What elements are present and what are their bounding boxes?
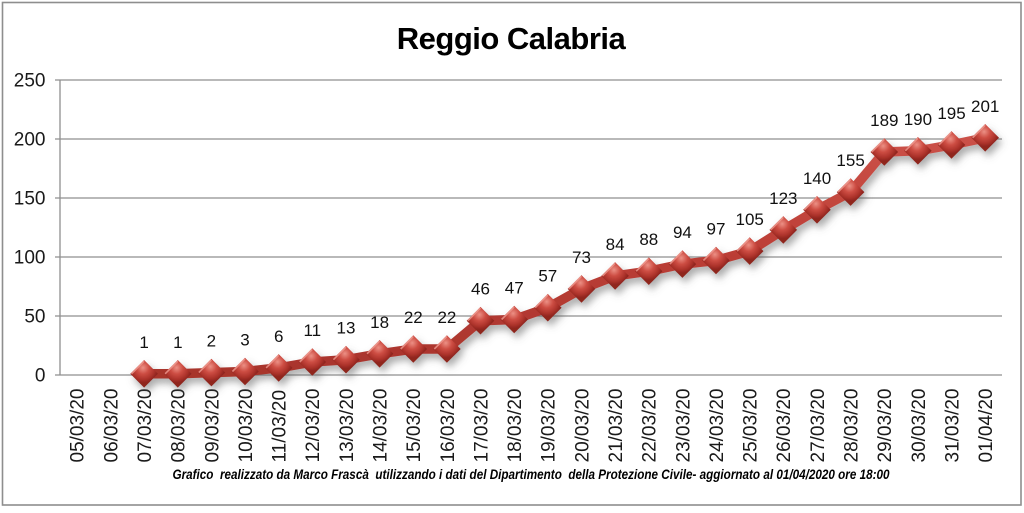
svg-text:97: 97 bbox=[707, 220, 726, 239]
svg-text:73: 73 bbox=[572, 248, 591, 267]
svg-text:16/03/20: 16/03/20 bbox=[438, 389, 459, 463]
svg-text:88: 88 bbox=[639, 230, 658, 249]
svg-text:27/03/20: 27/03/20 bbox=[808, 389, 829, 463]
svg-text:17/03/20: 17/03/20 bbox=[471, 389, 492, 463]
svg-text:1: 1 bbox=[173, 333, 182, 352]
svg-text:3: 3 bbox=[240, 331, 249, 350]
svg-text:100: 100 bbox=[14, 248, 46, 269]
svg-text:0: 0 bbox=[35, 366, 46, 387]
svg-text:13/03/20: 13/03/20 bbox=[337, 389, 358, 463]
svg-text:250: 250 bbox=[14, 71, 46, 92]
svg-text:28/03/20: 28/03/20 bbox=[842, 389, 863, 463]
svg-text:22: 22 bbox=[437, 308, 456, 327]
svg-text:09/03/20: 09/03/20 bbox=[202, 389, 223, 463]
svg-text:47: 47 bbox=[505, 279, 524, 298]
svg-text:18/03/20: 18/03/20 bbox=[505, 389, 526, 463]
svg-text:12/03/20: 12/03/20 bbox=[303, 389, 324, 463]
svg-text:11: 11 bbox=[303, 321, 321, 340]
svg-text:05/03/20: 05/03/20 bbox=[68, 389, 89, 463]
svg-text:15/03/20: 15/03/20 bbox=[404, 389, 425, 463]
svg-text:13: 13 bbox=[337, 319, 356, 338]
svg-text:140: 140 bbox=[803, 169, 831, 188]
svg-text:11/03/20: 11/03/20 bbox=[270, 390, 291, 463]
svg-text:201: 201 bbox=[971, 97, 999, 116]
svg-text:57: 57 bbox=[538, 267, 557, 286]
svg-text:94: 94 bbox=[673, 223, 692, 242]
svg-text:31/03/20: 31/03/20 bbox=[942, 389, 963, 463]
svg-text:189: 189 bbox=[870, 111, 898, 130]
svg-text:21/03/20: 21/03/20 bbox=[606, 389, 627, 463]
svg-text:195: 195 bbox=[937, 104, 965, 123]
svg-text:01/04/20: 01/04/20 bbox=[976, 389, 997, 463]
svg-text:105: 105 bbox=[736, 210, 764, 229]
svg-text:23/03/20: 23/03/20 bbox=[673, 389, 694, 463]
svg-text:22: 22 bbox=[404, 308, 423, 327]
svg-text:84: 84 bbox=[606, 235, 625, 254]
svg-text:26/03/20: 26/03/20 bbox=[774, 389, 795, 463]
svg-text:155: 155 bbox=[836, 151, 864, 170]
svg-text:2: 2 bbox=[207, 332, 216, 351]
svg-text:50: 50 bbox=[24, 307, 45, 328]
svg-text:22/03/20: 22/03/20 bbox=[640, 389, 661, 463]
svg-text:46: 46 bbox=[471, 280, 490, 299]
svg-text:200: 200 bbox=[14, 130, 46, 151]
svg-text:Grafico realizzato da Marco F: Grafico realizzato da Marco Frascà utili… bbox=[173, 466, 890, 482]
svg-text:19/03/20: 19/03/20 bbox=[539, 389, 560, 463]
svg-text:30/03/20: 30/03/20 bbox=[909, 389, 930, 463]
svg-text:10/03/20: 10/03/20 bbox=[236, 389, 257, 463]
svg-text:14/03/20: 14/03/20 bbox=[371, 389, 392, 463]
svg-text:25/03/20: 25/03/20 bbox=[741, 389, 762, 463]
svg-text:Reggio Calabria: Reggio Calabria bbox=[397, 21, 627, 56]
svg-text:20/03/20: 20/03/20 bbox=[572, 389, 593, 463]
svg-text:08/03/20: 08/03/20 bbox=[169, 389, 190, 463]
svg-text:24/03/20: 24/03/20 bbox=[707, 389, 728, 463]
svg-text:123: 123 bbox=[769, 189, 797, 208]
svg-text:18: 18 bbox=[370, 313, 389, 332]
svg-text:150: 150 bbox=[14, 189, 46, 210]
svg-text:1: 1 bbox=[139, 333, 148, 352]
svg-text:06/03/20: 06/03/20 bbox=[101, 389, 122, 463]
svg-text:6: 6 bbox=[274, 327, 283, 346]
svg-text:190: 190 bbox=[904, 110, 932, 129]
svg-text:29/03/20: 29/03/20 bbox=[875, 389, 896, 463]
svg-text:07/03/20: 07/03/20 bbox=[135, 389, 156, 463]
